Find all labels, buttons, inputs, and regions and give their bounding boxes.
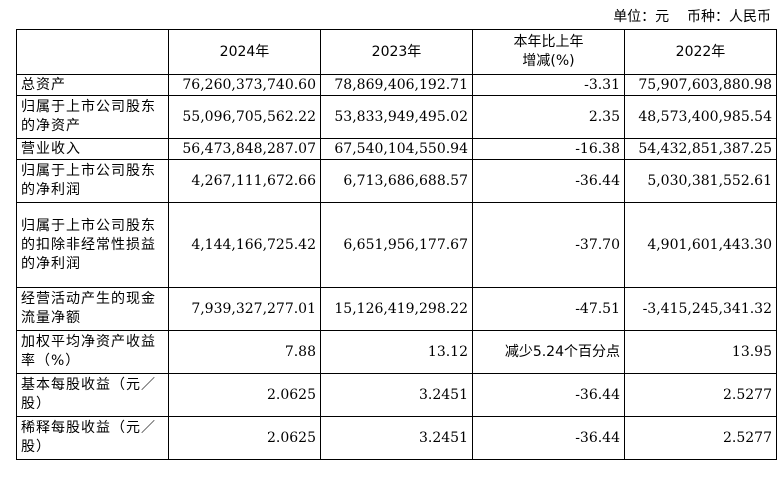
cell-change: -47.51 — [472, 287, 625, 331]
cell-2023: 6,651,956,177.67 — [320, 202, 473, 288]
row-label: 归属于上市公司股东的净资产 — [16, 95, 169, 139]
cell-2024: 2.0625 — [168, 416, 321, 460]
row-label: 归属于上市公司股东的净利润 — [16, 159, 169, 203]
cell-change: -16.38 — [472, 138, 625, 160]
table-row: 稀释每股收益（元／股） 2.0625 3.2451 -36.44 2.5277 — [16, 416, 777, 460]
row-label: 稀释每股收益（元／股） — [16, 416, 169, 460]
table-header-row: 2024年 2023年 本年比上年 增减(%) 2022年 — [16, 29, 777, 75]
cell-change: -36.44 — [472, 373, 625, 417]
row-label: 经营活动产生的现金流量净额 — [16, 287, 169, 331]
cell-2022: 75,907,603,880.98 — [624, 74, 777, 96]
cell-2024: 7.88 — [168, 330, 321, 374]
cell-change: -3.31 — [472, 74, 625, 96]
financial-data-table: 2024年 2023年 本年比上年 增减(%) 2022年 总资产 76,260… — [16, 29, 777, 460]
table-row: 基本每股收益（元／股） 2.0625 3.2451 -36.44 2.5277 — [16, 373, 777, 417]
cell-2024: 7,939,327,277.01 — [168, 287, 321, 331]
cell-2024: 56,473,848,287.07 — [168, 138, 321, 160]
cell-2023: 67,540,104,550.94 — [320, 138, 473, 160]
header-change: 本年比上年 增减(%) — [472, 29, 625, 75]
table-row: 加权平均净资产收益率（%） 7.88 13.12 减少5.24个百分点 13.9… — [16, 330, 777, 374]
table-row: 归属于上市公司股东的扣除非经常性损益的净利润 4,144,166,725.42 … — [16, 202, 777, 288]
table-row: 总资产 76,260,373,740.60 78,869,406,192.71 … — [16, 74, 777, 96]
cell-2022: -3,415,245,341.32 — [624, 287, 777, 331]
cell-change: 减少5.24个百分点 — [472, 330, 625, 374]
cell-2024: 55,096,705,562.22 — [168, 95, 321, 139]
table-row: 归属于上市公司股东的净资产 55,096,705,562.22 53,833,9… — [16, 95, 777, 139]
cell-2022: 2.5277 — [624, 416, 777, 460]
cell-2023: 13.12 — [320, 330, 473, 374]
row-label: 归属于上市公司股东的扣除非经常性损益的净利润 — [16, 202, 169, 288]
row-label: 加权平均净资产收益率（%） — [16, 330, 169, 374]
row-label: 营业收入 — [16, 138, 169, 160]
cell-change: -36.44 — [472, 416, 625, 460]
cell-2023: 3.2451 — [320, 373, 473, 417]
header-2024: 2024年 — [168, 29, 321, 75]
header-change-text: 本年比上年 增减(%) — [513, 34, 584, 69]
cell-change: -37.70 — [472, 202, 625, 288]
header-2022: 2022年 — [624, 29, 777, 75]
cell-2022: 2.5277 — [624, 373, 777, 417]
cell-2022: 48,573,400,985.54 — [624, 95, 777, 139]
cell-2022: 5,030,381,552.61 — [624, 159, 777, 203]
cell-change: 2.35 — [472, 95, 625, 139]
unit-currency-line: 单位：元 币种：人民币 — [613, 9, 771, 25]
cell-2023: 6,713,686,688.57 — [320, 159, 473, 203]
cell-2024: 4,144,166,725.42 — [168, 202, 321, 288]
table-row: 经营活动产生的现金流量净额 7,939,327,277.01 15,126,41… — [16, 287, 777, 331]
cell-2023: 78,869,406,192.71 — [320, 74, 473, 96]
cell-2023: 15,126,419,298.22 — [320, 287, 473, 331]
table-row: 归属于上市公司股东的净利润 4,267,111,672.66 6,713,686… — [16, 159, 777, 203]
cell-change: -36.44 — [472, 159, 625, 203]
cell-2023: 3.2451 — [320, 416, 473, 460]
header-blank — [16, 29, 169, 75]
row-label: 总资产 — [16, 74, 169, 96]
cell-2024: 4,267,111,672.66 — [168, 159, 321, 203]
row-label: 基本每股收益（元／股） — [16, 373, 169, 417]
cell-2022: 13.95 — [624, 330, 777, 374]
cell-2024: 2.0625 — [168, 373, 321, 417]
cell-2024: 76,260,373,740.60 — [168, 74, 321, 96]
header-2023: 2023年 — [320, 29, 473, 75]
cell-2022: 4,901,601,443.30 — [624, 202, 777, 288]
table-row: 营业收入 56,473,848,287.07 67,540,104,550.94… — [16, 138, 777, 160]
cell-2023: 53,833,949,495.02 — [320, 95, 473, 139]
cell-2022: 54,432,851,387.25 — [624, 138, 777, 160]
